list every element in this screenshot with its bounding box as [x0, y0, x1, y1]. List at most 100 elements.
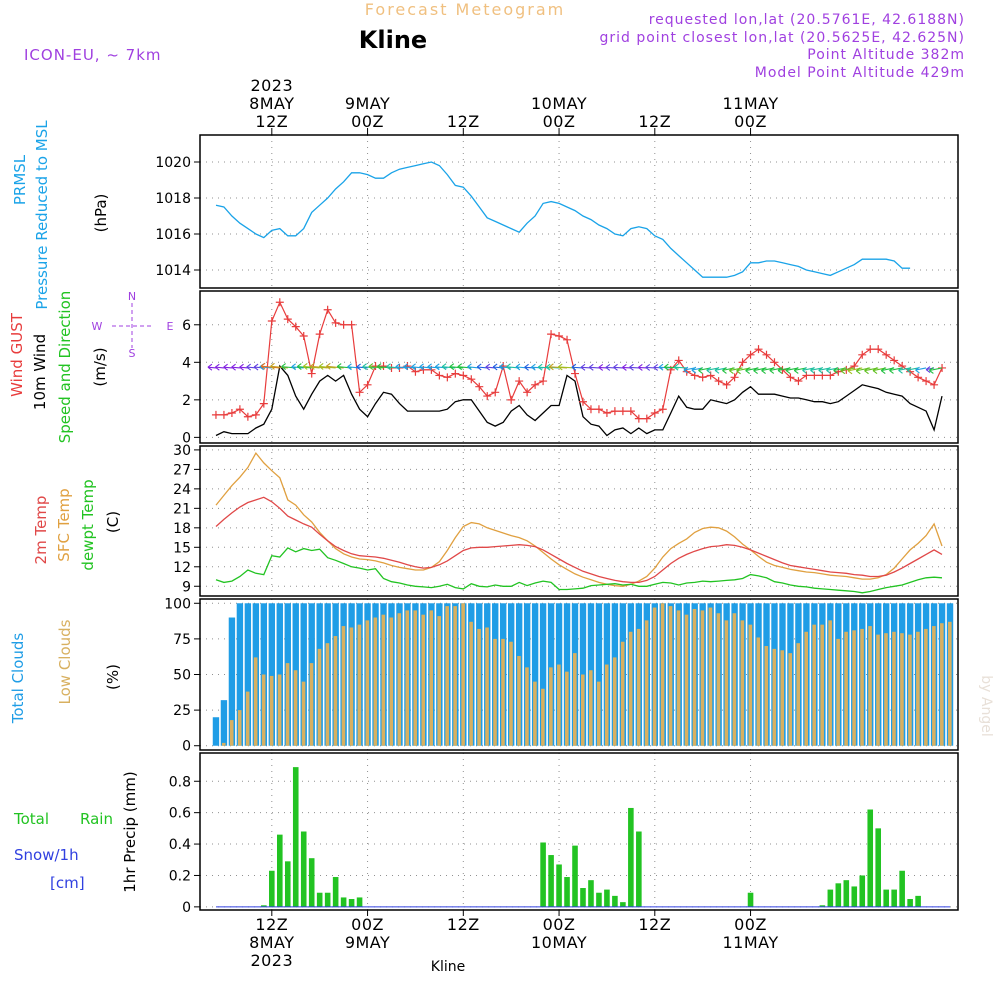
compass-w: W — [92, 320, 103, 333]
low-cloud-bar — [285, 663, 290, 746]
gust-marker — [275, 298, 284, 307]
low-cloud-bar — [732, 613, 737, 746]
wind-arrow-head — [872, 367, 878, 375]
low-cloud-bar — [676, 610, 681, 746]
low-cloud-bar — [836, 638, 840, 746]
y-tick-label: 4 — [182, 355, 191, 371]
wind-arrow — [810, 367, 823, 371]
top-axis-label: 12Z — [255, 112, 288, 131]
gust-marker — [890, 356, 899, 365]
bottom-axis-label: 2023 — [250, 951, 293, 970]
wind-arrow-head — [777, 367, 783, 374]
rain-bar — [891, 889, 897, 907]
wind-arrow-head — [376, 363, 382, 371]
wind-arrow-head — [906, 366, 912, 374]
gust-marker — [507, 395, 516, 404]
gust-marker — [475, 382, 484, 391]
low-cloud-bar — [381, 614, 386, 746]
y-tick-label: 6 — [182, 318, 191, 334]
gust-marker — [594, 405, 603, 414]
wind-arrow-head — [545, 363, 551, 371]
wind-compass: N S W E — [92, 290, 174, 360]
rain-bar — [269, 870, 275, 907]
rain-bar — [907, 899, 913, 907]
low-cloud-bar — [533, 681, 537, 746]
bottom-axis-label: 9MAY — [345, 933, 390, 952]
top-axis-label: 00Z — [734, 112, 767, 131]
low-cloud-bar — [525, 667, 529, 746]
low-cloud-bar — [852, 630, 856, 746]
rain-bar — [356, 897, 363, 907]
wind-arrow-head — [457, 363, 463, 371]
low-cloud-bar — [844, 631, 848, 746]
wind-arrow-head — [403, 363, 408, 371]
low-cloud-bar — [708, 607, 713, 746]
wind-arrow-head — [915, 366, 920, 374]
y-tick-label: 12 — [173, 560, 191, 576]
gust-marker — [914, 373, 923, 382]
low-cloud-bar — [549, 667, 553, 746]
bottom-axis-label: 12Z — [447, 915, 480, 934]
bottom-axis-label: 11MAY — [722, 933, 778, 952]
low-cloud-bar — [221, 742, 226, 746]
panel-frame — [199, 134, 959, 289]
gust-marker — [730, 373, 739, 382]
y-tick-label: 75 — [173, 632, 191, 648]
rain-bar — [300, 831, 307, 907]
y-tick-label: 50 — [173, 668, 191, 684]
low-cloud-bar — [596, 681, 601, 746]
low-cloud-bar — [804, 631, 808, 746]
wind-arrow — [270, 365, 288, 369]
bottom-axis-label: 00Z — [351, 915, 384, 934]
gust-marker — [235, 405, 244, 414]
gust-marker — [219, 410, 228, 419]
gust-marker — [738, 358, 747, 367]
low-cloud-bar — [764, 646, 769, 746]
low-cloud-bar — [445, 606, 449, 746]
wind-label-3: Speed and Direction — [56, 291, 74, 444]
precip-label-rain: Rain — [80, 810, 113, 828]
wind-arrow-head — [291, 363, 296, 371]
low-cloud-bar — [796, 643, 801, 746]
wind-arrow-head — [736, 367, 741, 375]
wind-arrow-head — [549, 363, 554, 371]
low-cloud-bar — [940, 623, 944, 746]
low-cloud-bar — [820, 624, 824, 746]
wind-arrow-head — [645, 363, 651, 371]
rain-bar — [292, 767, 299, 907]
wind-arrow-head — [785, 367, 791, 374]
chart-panels: 1014101610181020024691215182124273002550… — [0, 0, 959, 916]
low-cloud-bar — [652, 607, 657, 746]
wind-arrow-head — [441, 363, 447, 371]
wind-arrow-head — [889, 367, 894, 374]
low-cloud-bar — [469, 621, 473, 746]
rain-bar — [316, 892, 323, 907]
wind-arrow — [638, 366, 647, 369]
total-cloud-bar — [244, 603, 252, 746]
wind-arrow — [706, 367, 719, 371]
y-tick-label: 27 — [173, 462, 191, 478]
bottom-axis-label: 00Z — [543, 915, 576, 934]
pressure-labels: PRMSL Pressure Reduced to MSL (hPa) — [11, 120, 110, 310]
low-cloud-bar — [277, 674, 282, 746]
gust-marker — [714, 377, 723, 386]
pressure-label-1: PRMSL — [11, 154, 29, 205]
y-tick-label: 1020 — [155, 155, 191, 171]
rain-bar — [859, 875, 866, 907]
wind-arrow — [310, 365, 328, 369]
rain-bar — [580, 888, 586, 907]
y-tick-label: 0.8 — [169, 774, 191, 790]
gust-marker — [251, 410, 260, 419]
wind-labels: Wind GUST 10m Wind Speed and Direction (… — [8, 291, 109, 444]
low-cloud-bar — [644, 620, 649, 746]
wind-arrow — [499, 366, 512, 369]
wind-arrow-head — [598, 363, 604, 371]
gust-marker — [435, 371, 444, 380]
wind-unit: (m/s) — [91, 347, 109, 386]
panel-frame — [199, 445, 959, 597]
wind-arrow-head — [729, 367, 734, 375]
wind-arrow-head — [270, 362, 275, 370]
gust-marker — [267, 317, 276, 326]
